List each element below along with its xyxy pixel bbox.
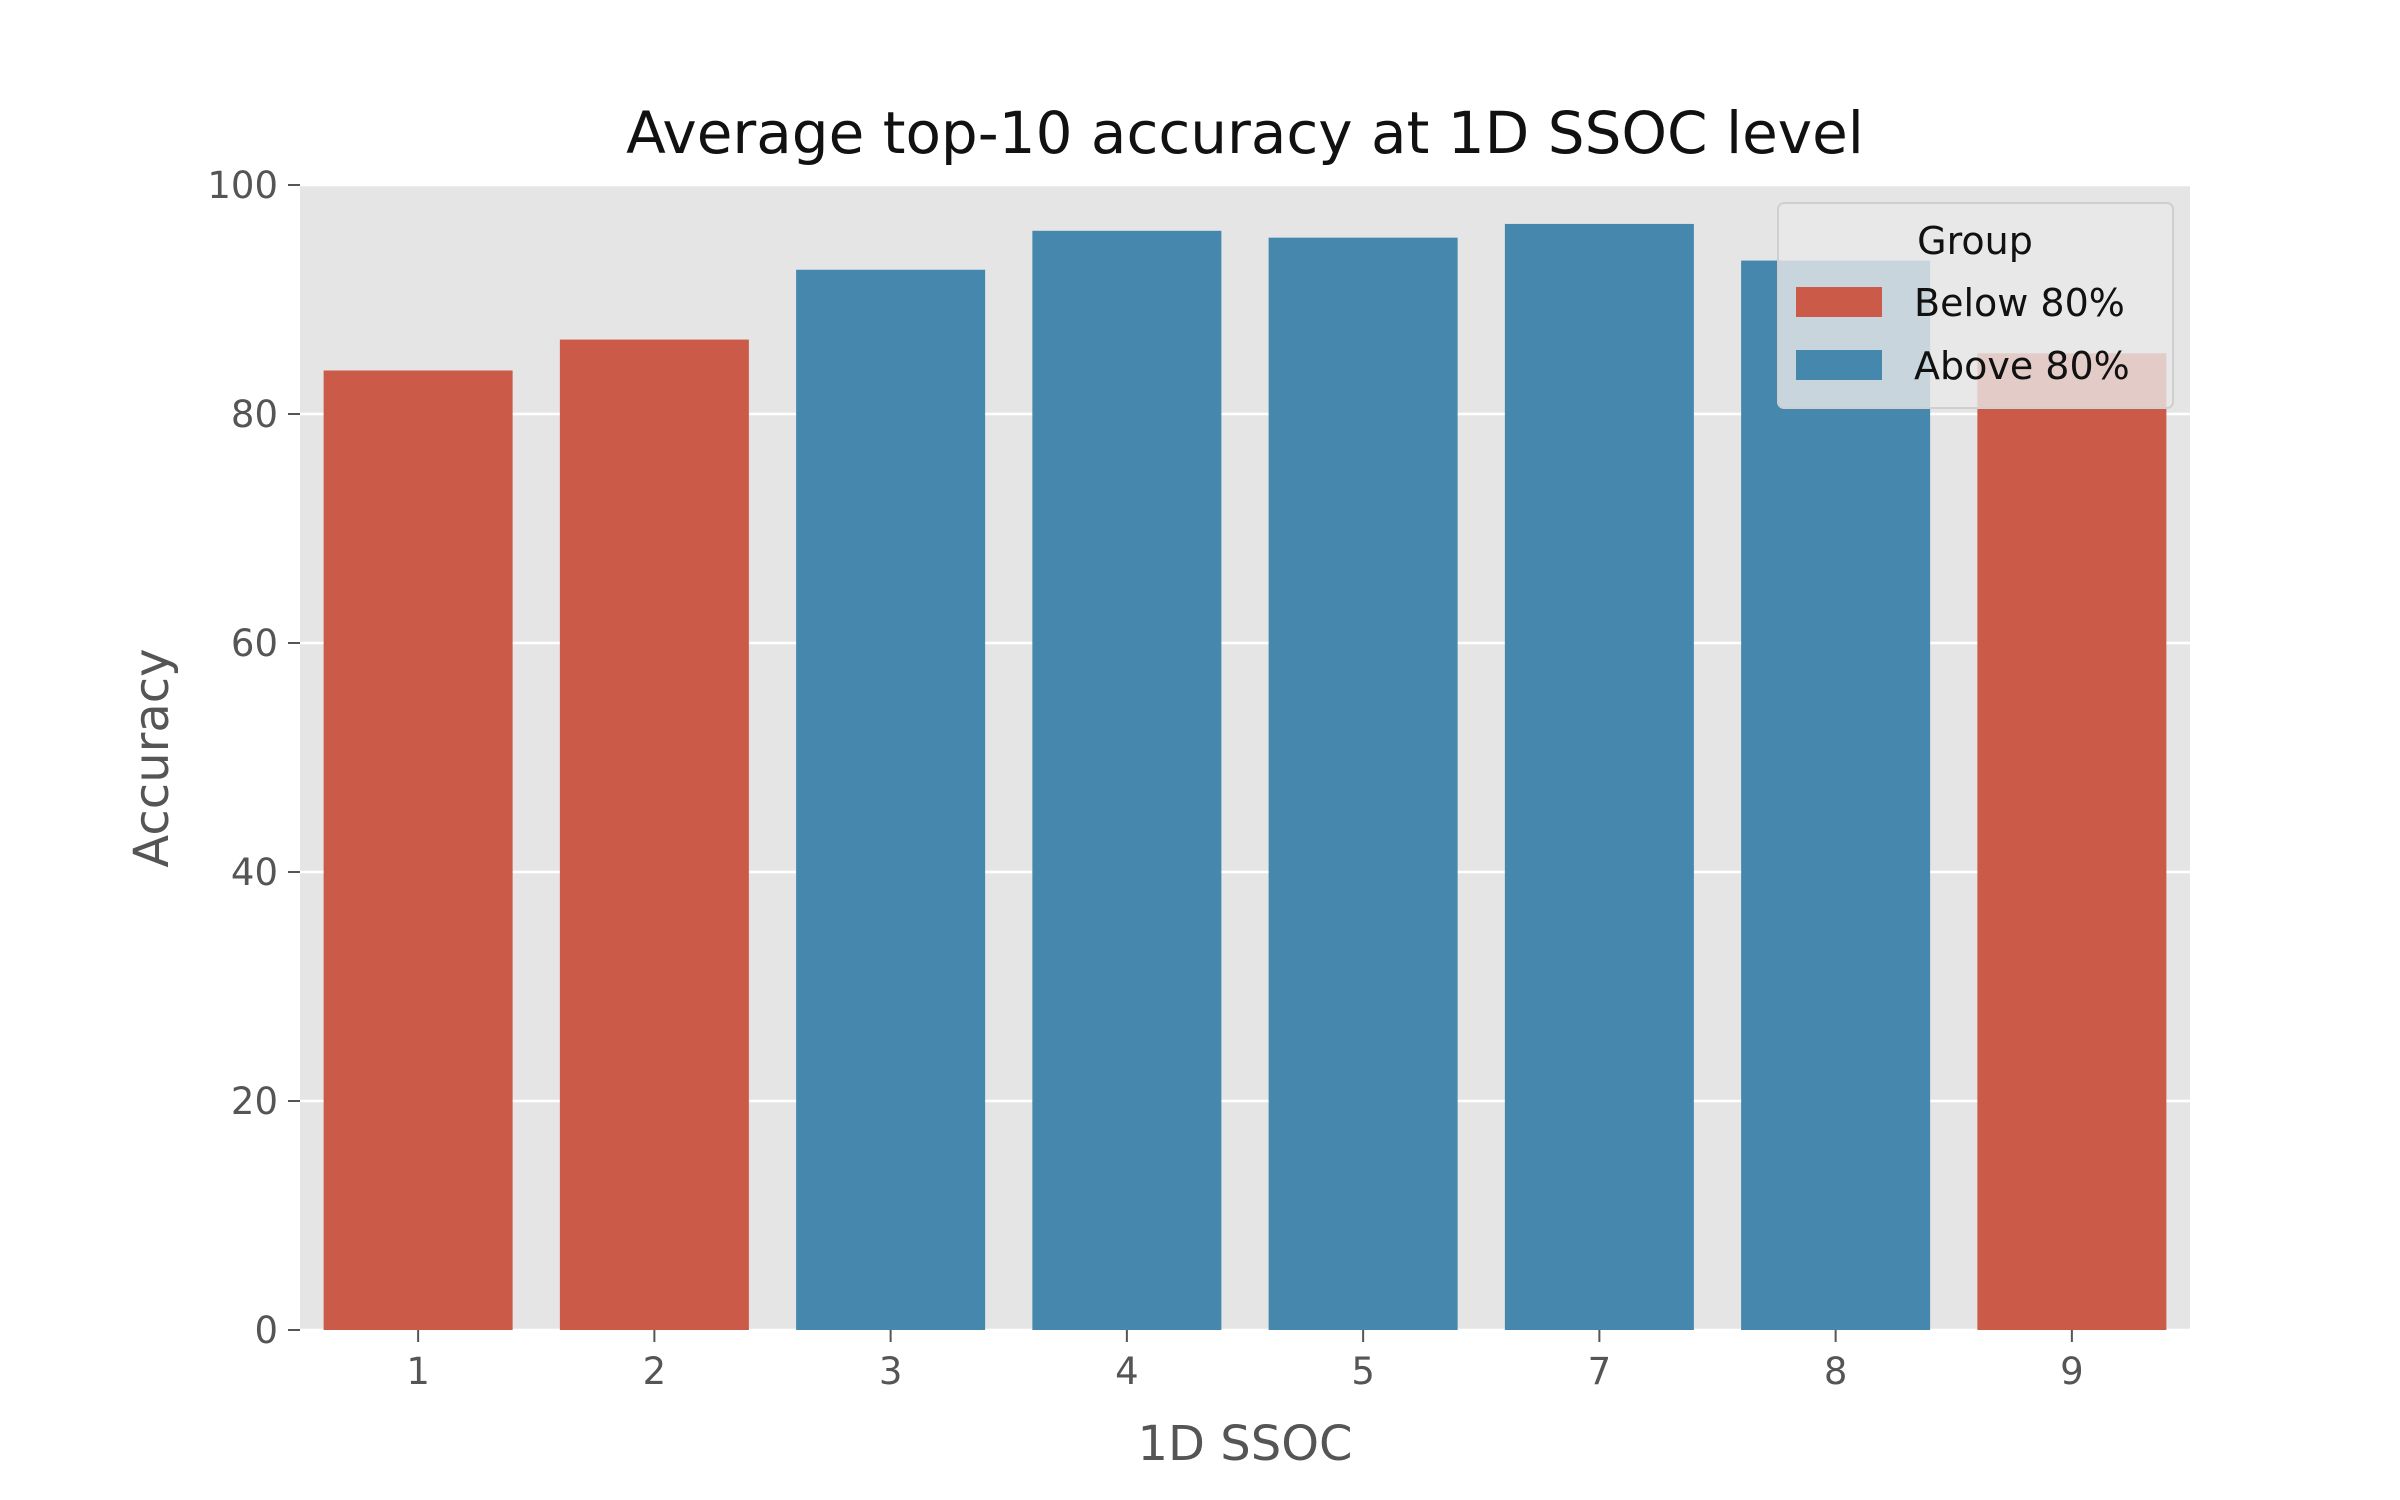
x-tick-label: 4 [1115, 1350, 1139, 1393]
bar-1 [323, 370, 513, 1330]
y-tick-label: 80 [231, 393, 278, 436]
x-tick-label: 8 [1824, 1350, 1848, 1393]
x-axis-label: 1D SSOC [1138, 1416, 1353, 1472]
legend-label-above: Above 80% [1914, 344, 2130, 388]
y-tick-label: 60 [231, 622, 278, 665]
x-tick-label: 7 [1588, 1350, 1612, 1393]
legend-title: Group [1917, 219, 2033, 263]
x-tick-label: 9 [2060, 1350, 2084, 1393]
y-axis-label: Accuracy [124, 648, 180, 867]
chart-title: Average top-10 accuracy at 1D SSOC level [626, 99, 1864, 167]
bar-8 [1741, 260, 1931, 1330]
legend-swatch-below [1796, 287, 1882, 317]
y-tick-label: 100 [207, 164, 278, 207]
bar-2 [559, 339, 749, 1330]
x-tick-label: 1 [406, 1350, 430, 1393]
y-tick-label: 40 [231, 851, 278, 894]
x-tick-label: 3 [879, 1350, 903, 1393]
y-tick-label: 20 [231, 1080, 278, 1123]
legend-swatch-above [1796, 350, 1882, 380]
legend-label-below: Below 80% [1914, 281, 2125, 325]
bar-3 [796, 269, 986, 1331]
bar-5 [1268, 237, 1458, 1330]
x-tick-label: 2 [643, 1350, 667, 1393]
bar-7 [1504, 223, 1694, 1331]
axis-ticks: 0 20 40 60 80 100 1 2 3 4 5 7 8 9 [207, 164, 2083, 1393]
legend: Group Below 80% Above 80% [1777, 202, 2174, 409]
x-tick-label: 5 [1351, 1350, 1375, 1393]
y-tick-label: 0 [254, 1309, 278, 1352]
bar-4 [1032, 230, 1222, 1330]
bars [323, 223, 2167, 1331]
bar-9 [1977, 353, 2167, 1330]
